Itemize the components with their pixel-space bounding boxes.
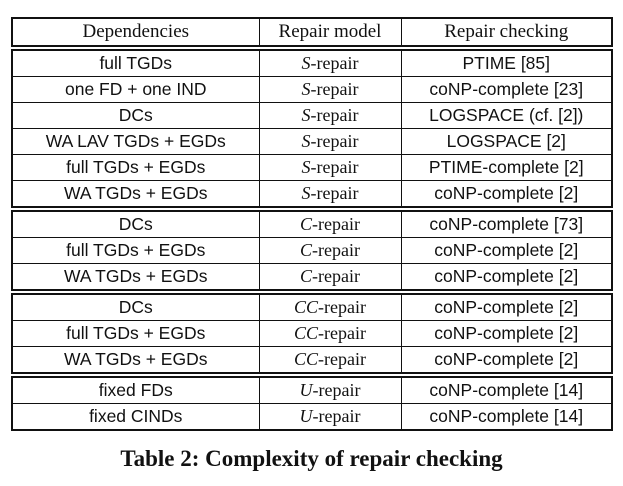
cell-dependencies: DCs [11,206,260,238]
repair-model-suffix: -repair [318,349,366,369]
table-header-row: Dependencies Repair model Repair checkin… [11,18,613,49]
repair-model-suffix: -repair [312,240,360,260]
cell-dependencies: full TGDs + EGDs [11,154,260,181]
cell-dependencies: fixed CINDs [11,403,260,431]
repair-model-symbol: S [301,105,311,125]
repair-model-suffix: -repair [310,53,359,73]
repair-model-suffix: -repair [312,406,361,426]
cell-dependencies: fixed FDs [11,372,260,404]
table-row: full TGDs + EGDs S-repair PTIME-complete [… [11,154,613,181]
repair-model-symbol: C [300,266,313,286]
repair-model-suffix: -repair [318,323,366,343]
repair-model-suffix: -repair [310,105,359,125]
repair-model-suffix: -repair [312,214,360,234]
cell-repair-checking: coNP-complete [2] [400,346,613,376]
repair-model-symbol: CC [294,349,319,369]
repair-model-suffix: -repair [312,266,360,286]
repair-model-suffix: -repair [310,183,359,203]
table-row: fixed CINDs U-repair coNP-complete [14] [11,403,613,431]
cell-repair-model: S-repair [258,102,402,129]
header-repair-model: Repair model [258,18,402,49]
cell-repair-model: S-repair [258,180,402,210]
table-row: WA TGDs + EGDs CC-repair coNP-complete [2] [11,346,613,376]
cell-repair-checking: coNP-complete [2] [400,237,613,264]
repair-model-symbol: S [301,183,311,203]
cell-repair-checking: PTIME [85] [400,45,613,77]
repair-model-symbol: S [301,157,311,177]
repair-model-symbol: S [301,53,311,73]
table-row: DCs CC-repair coNP-complete [2] [11,289,613,321]
repair-model-suffix: -repair [310,131,359,151]
table-row: full TGDs S-repair PTIME [85] [11,45,613,77]
table-row: fixed FDs U-repair coNP-complete [14] [11,372,613,404]
repair-model-symbol: U [299,406,313,426]
repair-model-suffix: -repair [312,380,361,400]
table-row: full TGDs + EGDs CC-repair coNP-complete [… [11,320,613,347]
cell-repair-checking: coNP-complete [2] [400,180,613,210]
header-dependencies: Dependencies [11,18,260,49]
repair-model-symbol: C [300,240,313,260]
table-row: WA TGDs + EGDs C-repair coNP-complete [2] [11,263,613,293]
cell-dependencies: full TGDs + EGDs [11,320,260,347]
cell-repair-checking: coNP-complete [73] [400,206,613,238]
cell-repair-model: U-repair [258,403,402,431]
cell-dependencies: WA LAV TGDs + EGDs [11,128,260,155]
table-row: DCs C-repair coNP-complete [73] [11,206,613,238]
cell-repair-model: S-repair [258,45,402,77]
cell-dependencies: WA TGDs + EGDs [11,263,260,293]
repair-model-suffix: -repair [318,297,366,317]
cell-repair-model: S-repair [258,154,402,181]
table-row: one FD + one IND S-repair coNP-complete [2… [11,76,613,103]
repair-model-suffix: -repair [310,79,359,99]
cell-repair-checking: coNP-complete [14] [400,372,613,404]
cell-dependencies: DCs [11,289,260,321]
cell-repair-checking: coNP-complete [23] [400,76,613,103]
cell-repair-model: S-repair [258,128,402,155]
repair-model-suffix: -repair [310,157,359,177]
cell-repair-model: CC-repair [258,289,402,321]
repair-model-symbol: CC [294,297,319,317]
table-row: full TGDs + EGDs C-repair coNP-complete [2… [11,237,613,264]
repair-model-symbol: CC [294,323,319,343]
header-repair-checking: Repair checking [400,18,613,49]
cell-repair-model: CC-repair [258,320,402,347]
cell-repair-model: C-repair [258,263,402,293]
complexity-table: Dependencies Repair model Repair checkin… [11,17,613,431]
repair-model-symbol: U [299,380,313,400]
cell-dependencies: WA TGDs + EGDs [11,346,260,376]
cell-dependencies: one FD + one IND [11,76,260,103]
cell-dependencies: full TGDs [11,45,260,77]
cell-repair-checking: LOGSPACE (cf. [2]) [400,102,613,129]
cell-repair-checking: coNP-complete [2] [400,263,613,293]
table-row: WA LAV TGDs + EGDs S-repair LOGSPACE [2] [11,128,613,155]
repair-model-symbol: S [301,131,311,151]
cell-repair-model: S-repair [258,76,402,103]
cell-repair-checking: coNP-complete [2] [400,289,613,321]
repair-model-symbol: C [300,214,313,234]
cell-repair-checking: coNP-complete [2] [400,320,613,347]
cell-dependencies: full TGDs + EGDs [11,237,260,264]
cell-repair-model: CC-repair [258,346,402,376]
cell-repair-model: C-repair [258,237,402,264]
table-caption: Table 2: Complexity of repair checking [120,446,503,471]
table-row: DCs S-repair LOGSPACE (cf. [2]) [11,102,613,129]
table-row: WA TGDs + EGDs S-repair coNP-complete [2] [11,180,613,210]
cell-repair-model: C-repair [258,206,402,238]
cell-repair-model: U-repair [258,372,402,404]
table-body: full TGDs S-repair PTIME [85] one FD + one … [11,45,613,431]
repair-model-symbol: S [301,79,311,99]
cell-dependencies: WA TGDs + EGDs [11,180,260,210]
cell-repair-checking: PTIME-complete [2] [400,154,613,181]
cell-repair-checking: coNP-complete [14] [400,403,613,431]
cell-repair-checking: LOGSPACE [2] [400,128,613,155]
cell-dependencies: DCs [11,102,260,129]
